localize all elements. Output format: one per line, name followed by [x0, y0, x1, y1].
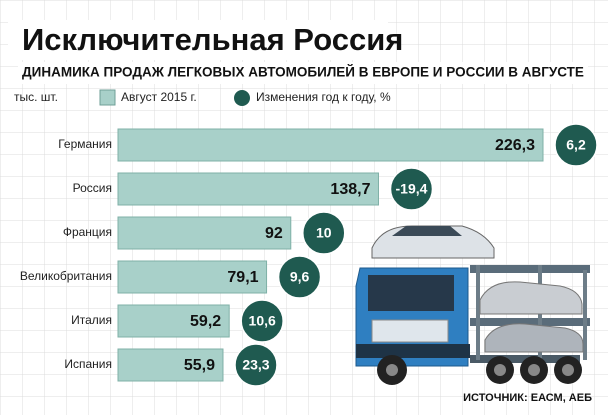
source: ИСТОЧНИК: ЕАСМ, АЕБ — [463, 392, 592, 404]
change-label: 10 — [316, 225, 332, 241]
bar — [117, 304, 230, 338]
change-label: 23,3 — [242, 357, 269, 373]
bar-value-label: 55,9 — [184, 357, 215, 374]
bar-value-label: 79,1 — [227, 269, 258, 286]
legend-swatch — [99, 89, 116, 106]
unit-label: тыс. шт. — [14, 90, 58, 104]
change-label: 9,6 — [290, 269, 310, 285]
category-label: Испания — [64, 357, 112, 371]
category-label: Германия — [58, 137, 112, 151]
truck-illustration — [355, 225, 590, 385]
legend-label: Август 2015 г. — [121, 90, 197, 104]
change-marker — [302, 211, 346, 255]
category-label: Италия — [71, 313, 112, 327]
chart-title: Исключительная Россия — [22, 22, 403, 57]
change-label: -19,4 — [396, 181, 428, 197]
bar — [117, 172, 379, 206]
bar-value-label: 59,2 — [190, 313, 221, 330]
change-marker — [554, 123, 598, 167]
change-marker — [240, 299, 284, 343]
bar — [117, 260, 268, 294]
change-marker — [389, 167, 434, 211]
change-label: 6,2 — [566, 137, 586, 153]
change-marker — [277, 255, 322, 299]
change-marker — [234, 343, 278, 387]
category-label: Великобритания — [20, 269, 112, 283]
bar — [117, 128, 544, 162]
chart-subtitle: ДИНАМИКА ПРОДАЖ ЛЕГКОВЫХ АВТОМОБИЛЕЙ В Е… — [22, 65, 584, 80]
legend-swatch — [234, 90, 250, 106]
bar-value-label: 92 — [265, 225, 283, 242]
subtitle-backdrop — [18, 62, 588, 84]
bar-value-label: 138,7 — [330, 181, 370, 198]
category-label: Франция — [63, 225, 112, 239]
legend-label: Изменения год к году, % — [256, 90, 391, 104]
bar-value-label: 226,3 — [495, 137, 535, 154]
title-backdrop — [8, 20, 388, 60]
category-label: Россия — [73, 181, 112, 195]
change-label: 10,6 — [249, 313, 276, 329]
bar — [117, 348, 224, 382]
bar — [117, 216, 292, 250]
